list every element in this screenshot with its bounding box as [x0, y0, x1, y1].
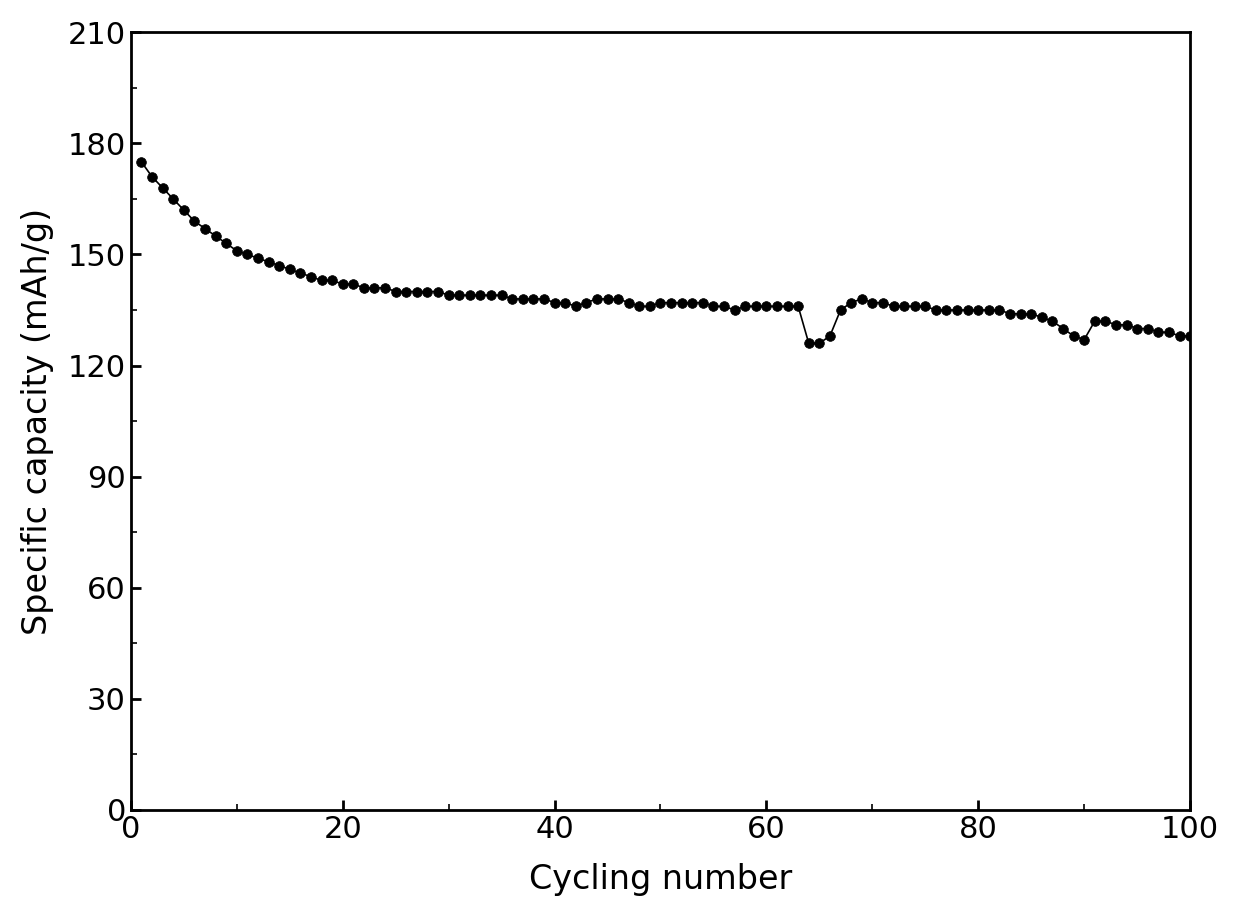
Y-axis label: Specific capacity (mAh/g): Specific capacity (mAh/g) — [21, 207, 53, 635]
X-axis label: Cycling number: Cycling number — [528, 863, 792, 896]
